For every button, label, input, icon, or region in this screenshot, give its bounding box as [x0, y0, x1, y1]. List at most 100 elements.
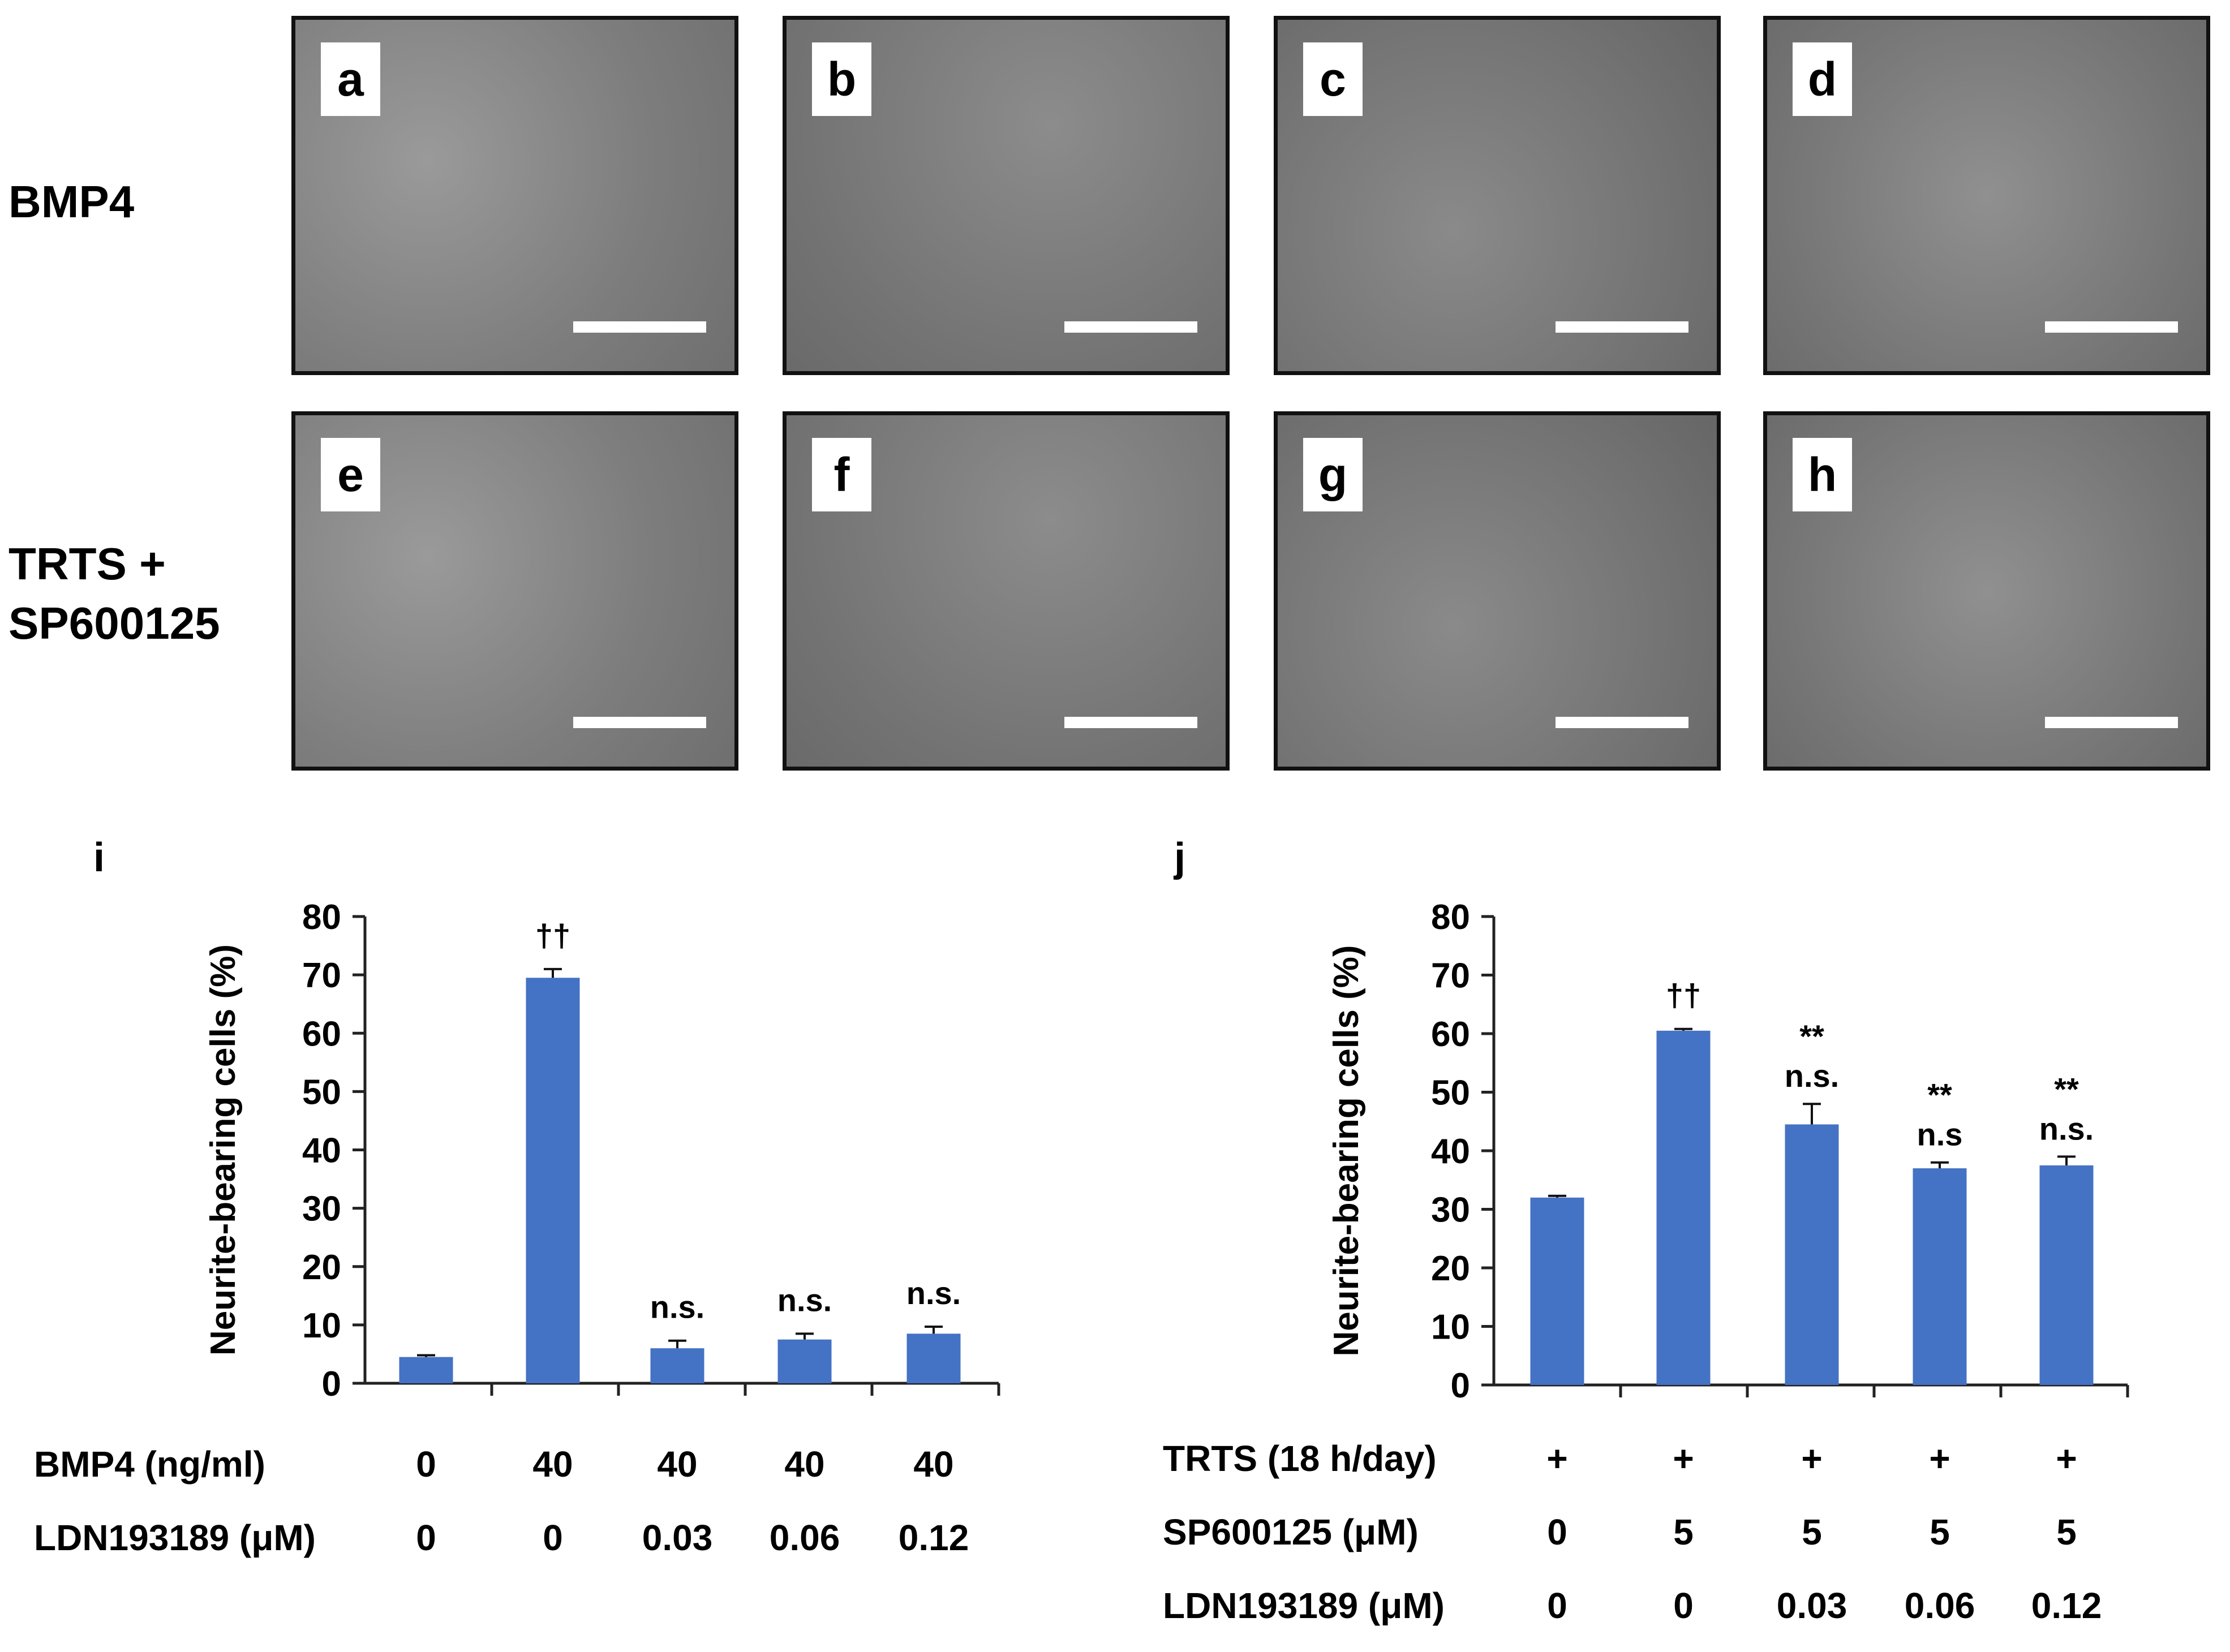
condition-value: 0.06 — [1905, 1585, 1975, 1626]
y-tick-label: 0 — [1451, 1366, 1470, 1405]
significance-label: n.s. — [906, 1275, 961, 1311]
condition-value: 0.03 — [1777, 1585, 1847, 1626]
bar-j-3 — [1785, 1124, 1839, 1385]
significance-label: ** — [1927, 1077, 1952, 1113]
micrograph-f: f — [783, 411, 1230, 771]
bar-i-1 — [399, 1357, 453, 1383]
y-axis-label: Neurite-bearing cells (%) — [204, 944, 243, 1356]
micrograph-h: h — [1763, 411, 2210, 771]
scale-bar — [1064, 717, 1197, 728]
condition-label: BMP4 (ng/ml) — [34, 1444, 265, 1485]
condition-value: 0 — [416, 1517, 436, 1558]
condition-value: 0 — [416, 1444, 436, 1485]
condition-label: TRTS (18 h/day) — [1163, 1438, 1437, 1479]
y-tick-label: 80 — [302, 898, 341, 937]
condition-value: 5 — [1930, 1512, 1950, 1552]
condition-value: + — [1673, 1438, 1694, 1479]
y-tick-label: 40 — [302, 1132, 341, 1171]
condition-value: 5 — [2056, 1512, 2077, 1552]
bar-j-5 — [2039, 1165, 2094, 1385]
bar-j-4 — [1913, 1168, 1967, 1385]
y-tick-label: 30 — [1431, 1191, 1470, 1230]
y-tick-label: 70 — [302, 956, 341, 995]
significance-label: ** — [1799, 1018, 1824, 1054]
micrograph-g: g — [1274, 411, 1721, 771]
condition-value: + — [2056, 1438, 2077, 1479]
condition-label: LDN193189 (μM) — [1163, 1585, 1445, 1626]
y-tick-label: 80 — [1431, 898, 1470, 937]
panel-letter-j: j — [1173, 835, 1185, 880]
y-tick-label: 50 — [302, 1073, 341, 1112]
bar-i-2 — [526, 978, 580, 1383]
condition-value: 40 — [913, 1444, 953, 1485]
y-tick-label: 40 — [1431, 1132, 1470, 1171]
y-tick-label: 50 — [1431, 1074, 1470, 1113]
condition-value: + — [1929, 1438, 1950, 1479]
condition-label: LDN193189 (μM) — [34, 1517, 316, 1558]
panel-label-h: h — [1793, 438, 1852, 511]
panel-label-b: b — [812, 42, 871, 116]
significance-label: n.s. — [777, 1282, 832, 1318]
panel-label-a: a — [321, 42, 380, 116]
y-tick-label: 30 — [302, 1190, 341, 1229]
y-tick-label: 60 — [302, 1014, 341, 1053]
scale-bar — [573, 321, 706, 333]
condition-value: 40 — [532, 1444, 573, 1485]
y-tick-label: 60 — [1431, 1015, 1470, 1054]
panel-letter-i: i — [93, 835, 105, 880]
y-tick-label: 70 — [1431, 957, 1470, 996]
condition-value: 40 — [784, 1444, 824, 1485]
condition-value: 0 — [543, 1517, 563, 1558]
significance-label: †† — [535, 918, 570, 953]
scale-bar — [1556, 717, 1688, 728]
row-label-bmp4: BMP4 — [8, 177, 135, 227]
condition-value: + — [1546, 1438, 1567, 1479]
scale-bar — [1064, 321, 1197, 333]
panel-label-f: f — [812, 438, 871, 511]
bar-i-5 — [906, 1333, 961, 1383]
condition-value: 0.12 — [899, 1517, 969, 1558]
condition-value: 0 — [1547, 1585, 1567, 1626]
condition-value: 0 — [1547, 1512, 1567, 1552]
micrograph-c: c — [1274, 16, 1721, 375]
significance-label: n.s. — [2039, 1111, 2094, 1146]
micrograph-d: d — [1763, 16, 2210, 375]
panel-label-d: d — [1793, 42, 1852, 116]
scale-bar — [2045, 717, 2178, 728]
row-label-trts-line2: SP600125 — [8, 598, 220, 648]
y-tick-label: 10 — [302, 1306, 341, 1345]
condition-label: SP600125 (μM) — [1163, 1512, 1419, 1552]
y-tick-label: 20 — [1431, 1249, 1470, 1288]
bar-j-2 — [1656, 1030, 1711, 1385]
micrograph-b: b — [783, 16, 1230, 375]
bar-j-1 — [1530, 1197, 1584, 1385]
condition-value: 0.03 — [642, 1517, 713, 1558]
bar-i-4 — [777, 1339, 832, 1383]
condition-value: 0.12 — [2031, 1585, 2102, 1626]
significance-label: †† — [1666, 978, 1701, 1013]
panel-label-e: e — [321, 438, 380, 511]
bar-i-3 — [650, 1348, 704, 1383]
y-tick-label: 0 — [322, 1365, 341, 1404]
condition-value: 0 — [1673, 1585, 1694, 1626]
significance-label: n.s — [1917, 1117, 1963, 1152]
scale-bar — [1556, 321, 1688, 333]
condition-value: 5 — [1802, 1512, 1822, 1552]
micrograph-e: e — [291, 411, 738, 771]
y-axis-label: Neurite-bearing cells (%) — [1327, 945, 1366, 1357]
scale-bar — [573, 717, 706, 728]
panel-label-g: g — [1303, 438, 1363, 511]
micrograph-a: a — [291, 16, 738, 375]
condition-value: 40 — [657, 1444, 697, 1485]
significance-label: n.s. — [650, 1289, 704, 1325]
significance-label: n.s. — [1785, 1058, 1839, 1094]
panel-label-c: c — [1303, 42, 1363, 116]
row-label-trts-line1: TRTS + — [8, 539, 166, 589]
condition-value: 5 — [1673, 1512, 1694, 1552]
condition-value: 0.06 — [770, 1517, 840, 1558]
significance-label: ** — [2054, 1071, 2079, 1107]
scale-bar — [2045, 321, 2178, 333]
condition-value: + — [1801, 1438, 1822, 1479]
y-tick-label: 10 — [1431, 1308, 1470, 1347]
